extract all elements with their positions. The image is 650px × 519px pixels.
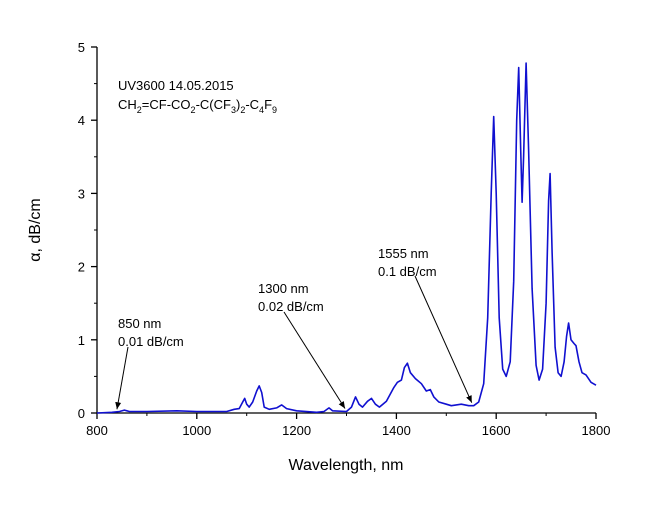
y-tick-label: 3: [78, 186, 85, 201]
annotation-text: 1555 nm: [378, 246, 429, 261]
formula-text: =CF-CO: [142, 97, 191, 112]
series-line: [96, 62, 597, 414]
annotation-text: 0.1 dB/cm: [378, 264, 437, 279]
y-axis-label: α, dB/cm: [27, 198, 44, 261]
x-tick-label: 1200: [282, 423, 311, 438]
formula-text: -C(CF: [196, 97, 231, 112]
x-tick-label: 800: [86, 423, 108, 438]
y-tick-label: 1: [78, 333, 85, 348]
annotation-arrow: [283, 311, 346, 409]
y-tick-label: 2: [78, 260, 85, 275]
formula-subscript: 2: [240, 105, 245, 115]
x-tick-label: 1600: [482, 423, 511, 438]
x-tick-label: 1400: [382, 423, 411, 438]
chart-header: UV3600 14.05.2015: [118, 78, 234, 93]
formula-text: F: [264, 97, 272, 112]
formula-subscript: 4: [259, 105, 264, 115]
y-tick-label: 5: [78, 40, 85, 55]
formula-subscript: 2: [191, 105, 196, 115]
formula-text: CH: [118, 97, 137, 112]
x-tick-label: 1800: [582, 423, 611, 438]
annotation-arrow: [115, 346, 129, 410]
x-tick-label: 1000: [182, 423, 211, 438]
annotation-text: 1300 nm: [258, 281, 309, 296]
annotation-text: 0.02 dB/cm: [258, 299, 324, 314]
y-tick-label: 4: [78, 113, 85, 128]
formula-subscript: 9: [272, 105, 277, 115]
formula-text: ): [236, 97, 240, 112]
formula-text: -C: [245, 97, 259, 112]
annotation-text: 850 nm: [118, 316, 161, 331]
compound-formula: CH2=CF-CO2-C(CF3)2-C4F9: [118, 97, 277, 115]
x-axis-label: Wavelength, nm: [288, 457, 403, 474]
annotation-arrow: [414, 275, 473, 403]
annotation-text: 0.01 dB/cm: [118, 334, 184, 349]
y-tick-label: 0: [78, 406, 85, 421]
formula-subscript: 3: [231, 105, 236, 115]
formula-subscript: 2: [137, 105, 142, 115]
